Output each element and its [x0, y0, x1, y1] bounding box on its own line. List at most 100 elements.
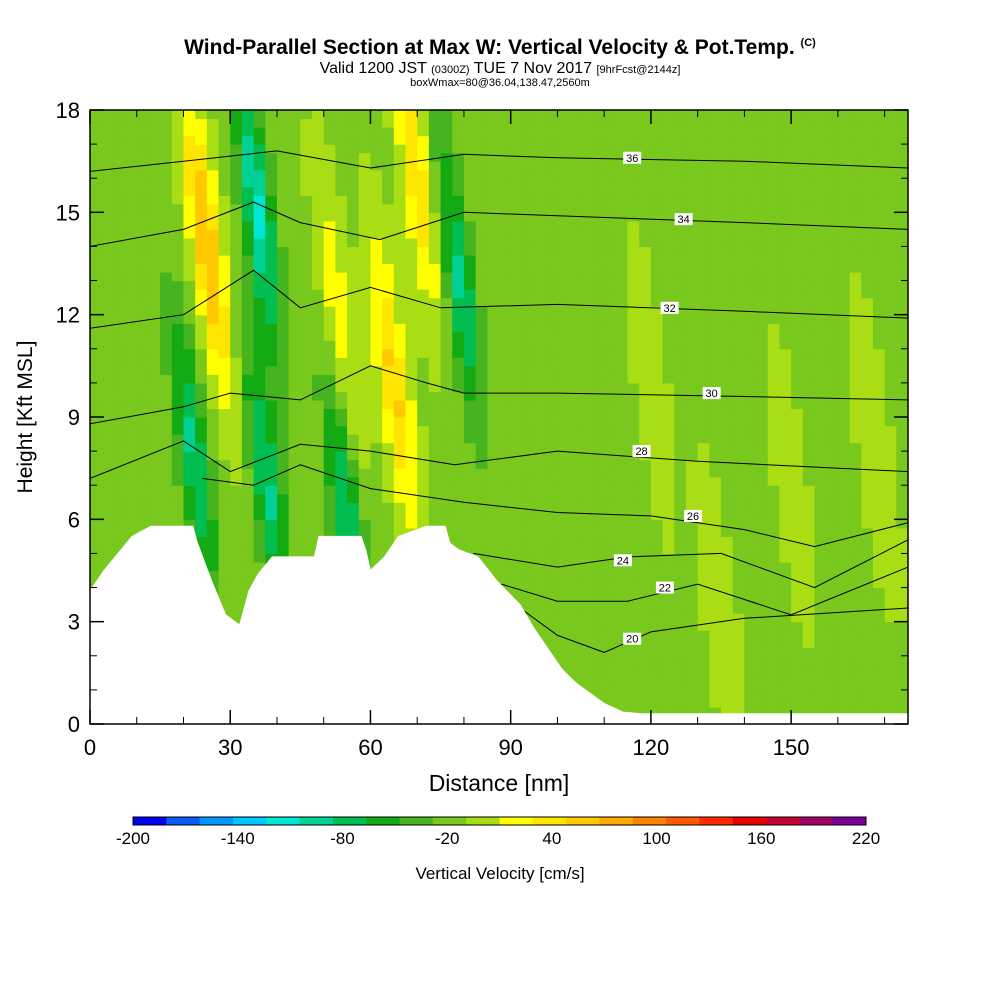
w-cell [791, 655, 804, 665]
w-cell [312, 237, 325, 248]
w-cell [569, 237, 582, 248]
w-cell [125, 297, 138, 307]
w-cell [580, 357, 594, 367]
w-cell [347, 357, 360, 367]
w-cell [288, 434, 301, 444]
w-cell [428, 399, 442, 410]
w-cell [300, 127, 313, 137]
w-cell [499, 297, 512, 307]
w-cell [136, 408, 150, 418]
w-cell [592, 527, 605, 537]
w-cell [358, 110, 372, 120]
w-cell [522, 110, 535, 120]
w-cell [522, 254, 535, 265]
w-cell [557, 289, 570, 299]
w-cell [417, 493, 430, 503]
w-cell [312, 229, 325, 239]
w-cell [276, 272, 290, 282]
w-cell [826, 681, 839, 691]
w-cell [861, 127, 874, 137]
w-cell [382, 195, 395, 205]
w-cell [826, 144, 839, 154]
w-cell [499, 323, 512, 333]
w-cell [241, 391, 255, 401]
w-cell [685, 365, 699, 375]
w-cell [896, 561, 908, 572]
w-cell [417, 510, 430, 520]
w-cell [195, 195, 208, 205]
w-cell [417, 237, 430, 248]
w-cell [627, 706, 640, 717]
w-cell [475, 118, 488, 128]
w-cell [452, 178, 465, 188]
w-cell [685, 681, 699, 691]
w-cell [650, 536, 664, 546]
w-cell [370, 212, 383, 222]
w-cell [709, 118, 722, 128]
w-cell [592, 655, 605, 665]
w-cell [253, 340, 266, 350]
w-cell [113, 135, 126, 145]
w-cell [604, 587, 617, 597]
w-cell [791, 382, 804, 393]
w-cell [849, 263, 862, 273]
w-cell [125, 178, 138, 188]
w-cell [393, 110, 407, 120]
w-cell [230, 127, 243, 137]
w-cell [814, 655, 827, 665]
w-cell [756, 655, 769, 665]
w-cell [499, 417, 512, 427]
w-cell [487, 212, 500, 222]
w-cell [721, 374, 734, 384]
w-cell [101, 323, 114, 333]
w-cell [615, 510, 629, 520]
w-cell [639, 323, 652, 333]
w-cell [674, 280, 687, 290]
w-cell [241, 169, 255, 179]
w-cell [545, 442, 559, 452]
w-cell [884, 391, 897, 401]
w-cell [499, 263, 512, 273]
w-cell [756, 237, 769, 248]
w-cell [393, 408, 407, 418]
w-cell [756, 135, 769, 145]
w-cell [323, 357, 336, 367]
w-cell [136, 110, 150, 120]
w-cell [323, 186, 336, 196]
w-cell [861, 493, 874, 503]
w-cell [569, 527, 582, 537]
w-cell [604, 297, 617, 307]
w-cell [183, 425, 196, 435]
w-cell [347, 178, 360, 188]
w-cell [323, 203, 336, 213]
w-cell [872, 323, 886, 333]
w-cell [709, 195, 722, 205]
w-cell [884, 442, 897, 452]
w-cell [709, 348, 722, 358]
w-cell [884, 630, 897, 640]
w-cell [639, 246, 652, 256]
w-cell [265, 519, 278, 529]
w-cell [837, 579, 851, 589]
w-cell [826, 570, 839, 580]
w-cell [604, 493, 617, 503]
w-cell [580, 365, 594, 375]
w-cell [697, 425, 710, 435]
w-cell [487, 110, 500, 120]
w-cell [183, 161, 196, 171]
w-cell [802, 510, 816, 520]
w-cell [428, 485, 442, 495]
w-cell [160, 348, 173, 358]
w-cell [312, 502, 325, 512]
w-cell [872, 681, 886, 691]
w-cell [732, 630, 745, 640]
w-cell [288, 178, 301, 188]
w-cell [358, 510, 372, 520]
w-cell [522, 237, 535, 248]
w-cell [534, 144, 547, 154]
w-cell [791, 314, 804, 324]
w-cell [650, 672, 664, 682]
w-cell [534, 399, 547, 410]
w-cell [452, 246, 465, 256]
w-cell [697, 144, 710, 154]
